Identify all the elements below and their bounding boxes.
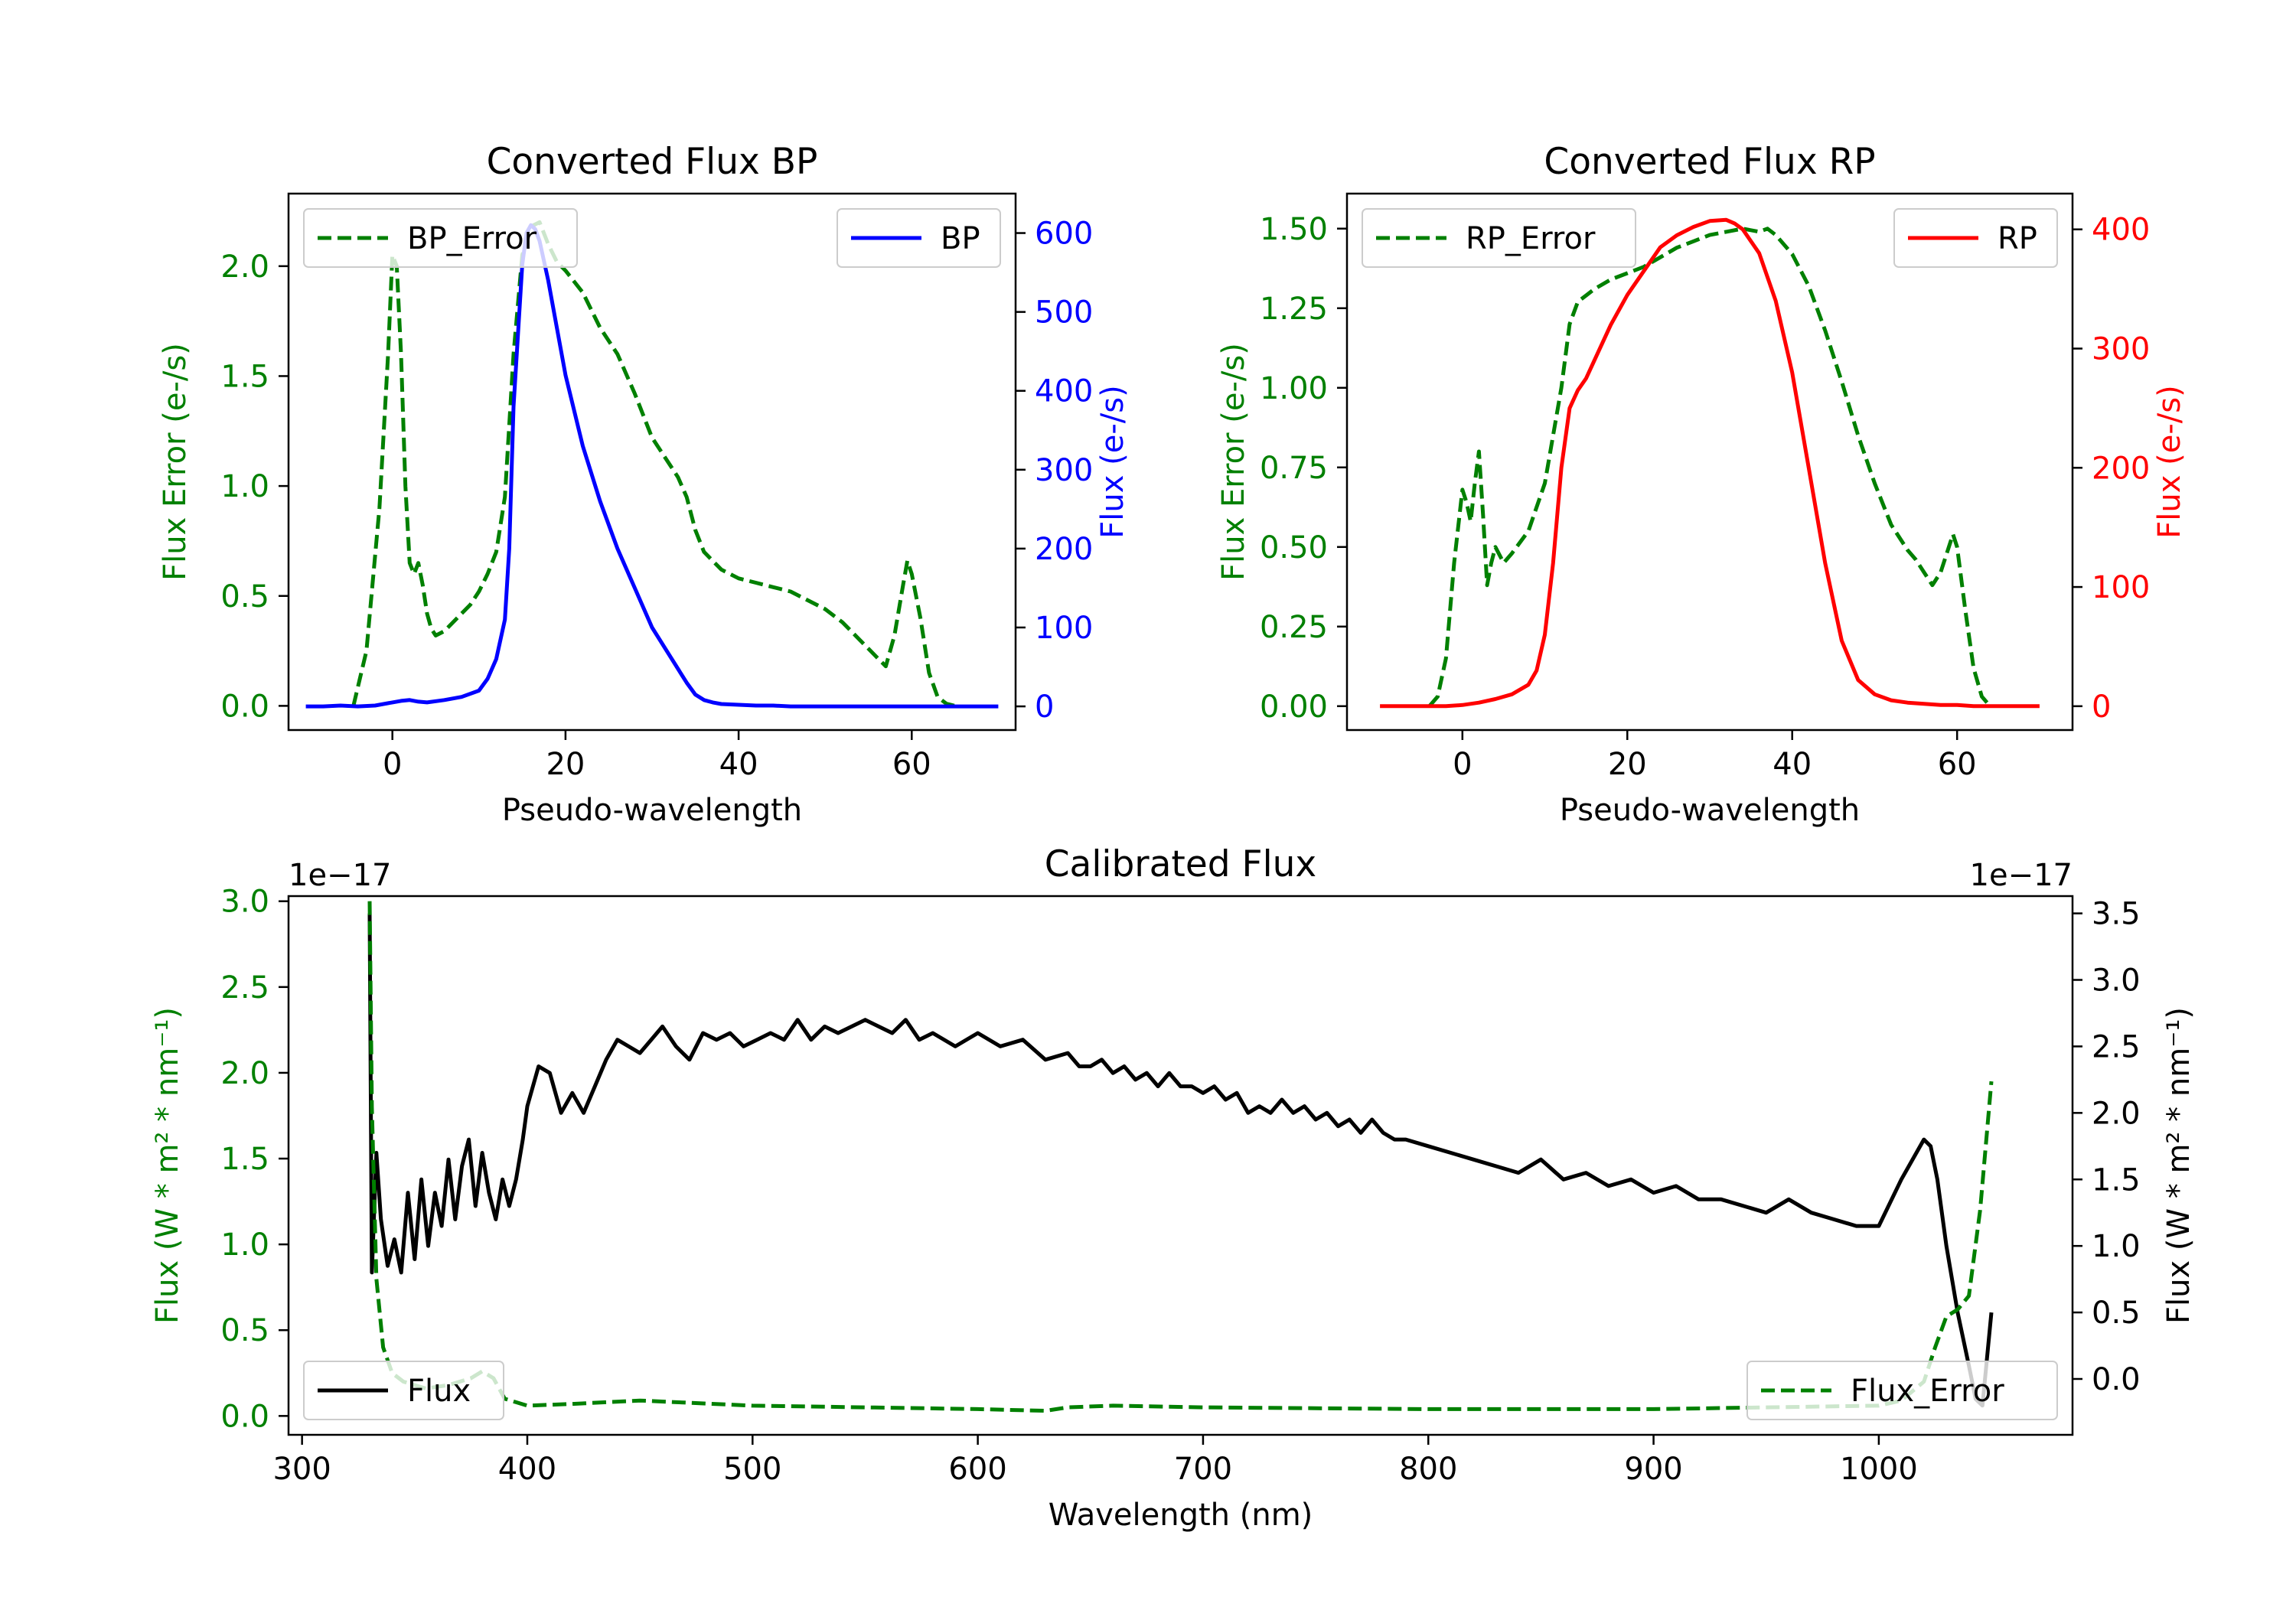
chart-title: Converted Flux BP [487,141,818,183]
y-right-axis-label: Flux (e-/s) [2152,385,2187,538]
x-tick-label: 400 [498,1452,556,1487]
y-left-tick-label: 1.5 [220,1142,269,1177]
x-axis-label: Wavelength (nm) [1049,1498,1313,1533]
subplot-2: 0 20 40 60 0.00 0.25 0.50 0.75 1.00 1.25 1.50 0 100 2… [1216,141,2187,828]
x-tick-label: 600 [948,1452,1006,1487]
y-left-tick-label: 1.0 [220,1227,269,1263]
y-right-tick-label: 600 [1035,217,1093,252]
y-right-tick-label: 300 [1035,453,1093,488]
x-tick-label: 0 [1453,747,1472,782]
x-tick-label: 900 [1624,1452,1682,1487]
y-left-tick-label: 2.0 [220,249,269,285]
axes-frame [287,895,2074,1436]
y-right-tick-label: 0 [1035,689,1054,725]
y-left-tick-label: 1.00 [1260,371,1328,406]
legend-flux: Flux [303,1361,504,1420]
series-bp [305,223,999,709]
y-right-tick-label: 100 [2092,570,2150,605]
y-left-tick-label: 2.0 [220,1056,269,1091]
y-left-tick-label: 1.50 [1260,212,1328,247]
y-left-axis-label: Flux (W * m² * nm⁻¹) [150,1007,185,1324]
y-right-tick-label: 0.0 [2092,1362,2141,1397]
y-right-tick-label: 200 [2092,451,2150,486]
y-right-tick-label: 3.5 [2092,897,2141,932]
offset-label-right: 1e−17 [1970,858,2073,893]
legend-rp-error: RP_Error [1362,208,1636,268]
y-right-tick-label: 500 [1035,295,1093,331]
y-left-tick-label: 3.0 [220,885,269,920]
legend-rp: RP [1893,208,2058,268]
axes-frame [287,192,1017,732]
y-left-tick-label: 0.5 [220,579,269,614]
y-right-axis-label: Flux (e-/s) [1095,385,1130,538]
y-right-tick-label: 2.5 [2092,1029,2141,1064]
x-tick-label: 1000 [1840,1452,1918,1487]
legend-bp-error: BP_Error [303,208,578,268]
legend-label: RP_Error [1466,221,1596,256]
x-tick-label: 40 [719,747,758,782]
x-tick-label: 60 [892,747,931,782]
y-right-tick-label: 300 [2092,332,2150,367]
legend-label: BP_Error [407,221,537,256]
y-right-tick-label: 0 [2092,689,2111,725]
y-right-tick-label: 100 [1035,611,1093,646]
y-left-tick-label: 0.75 [1260,451,1328,486]
y-right-tick-label: 1.0 [2092,1229,2141,1264]
series-rp-error [1427,227,1992,708]
y-right-tick-label: 2.0 [2092,1096,2141,1131]
y-left-tick-label: 0.25 [1260,610,1328,645]
y-left-axis-label: Flux Error (e-/s) [1216,343,1251,581]
y-left-axis-label: Flux Error (e-/s) [158,343,193,581]
series-flux [367,913,1994,1408]
y-left-tick-label: 0.0 [220,689,269,724]
y-right-tick-label: 200 [1035,532,1093,567]
legend-label: Flux_Error [1851,1374,2004,1409]
y-right-tick-label: 0.5 [2092,1296,2141,1331]
y-left-tick-label: 1.0 [220,469,269,504]
legend-label: RP [1998,221,2037,256]
y-left-tick-label: 1.25 [1260,292,1328,327]
y-right-tick-label: 3.0 [2092,963,2141,999]
x-tick-label: 40 [1773,747,1812,782]
series-bp-error [351,220,956,708]
y-left-tick-label: 2.5 [220,970,269,1006]
legend-label: BP [941,221,980,256]
legend-bp: BP [837,208,1001,268]
x-axis-label: Pseudo-wavelength [502,793,802,828]
y-right-tick-label: 400 [2092,213,2150,248]
y-right-axis-label: Flux (W * m² * nm⁻¹) [2161,1007,2197,1324]
legend-flux-error: Flux_Error [1746,1361,2058,1420]
y-left-tick-label: 0.0 [220,1399,269,1434]
x-tick-label: 20 [1608,747,1647,782]
y-right-tick-label: 1.5 [2092,1162,2141,1198]
series-rp [1380,217,2040,709]
x-tick-label: 500 [723,1452,781,1487]
offset-label-left: 1e−17 [289,858,391,893]
x-tick-label: 700 [1174,1452,1232,1487]
axes-frame [1345,192,2074,732]
chart-title: Converted Flux RP [1544,141,1875,183]
chart-title: Calibrated Flux [1045,843,1317,885]
y-left-tick-label: 0.00 [1260,689,1328,725]
x-tick-label: 20 [546,747,585,782]
y-right-tick-label: 400 [1035,374,1093,409]
y-left-tick-label: 0.5 [220,1313,269,1348]
y-left-tick-label: 1.5 [220,359,269,394]
legend-label: Flux [407,1374,471,1409]
subplot-3: 300 400 500 600 700 800 900 1000 0.0 0.5 1.0 1.5 2.0… [150,843,2197,1533]
x-tick-label: 60 [1938,747,1977,782]
subplot-1: 0 20 40 60 0.0 0.5 1.0 1.5 2.0 0 100 200 300 400 500 60… [158,141,1130,828]
x-tick-label: 300 [272,1452,331,1487]
y-left-tick-label: 0.50 [1260,530,1328,566]
x-tick-label: 800 [1399,1452,1457,1487]
x-axis-label: Pseudo-wavelength [1560,793,1860,828]
x-tick-label: 0 [383,747,402,782]
